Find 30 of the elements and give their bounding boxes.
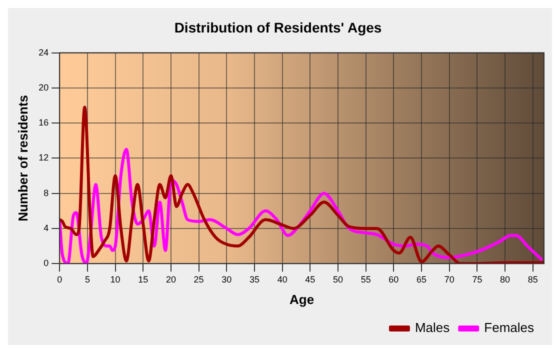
x-tick-label: 85: [528, 274, 538, 284]
y-tick-label: 12: [38, 152, 49, 163]
x-tick-label: 45: [305, 274, 316, 284]
x-tick-label: 20: [166, 274, 176, 284]
y-tick-label: 24: [38, 47, 49, 58]
x-tick-label: 30: [222, 274, 232, 284]
y-tick-label: 4: [44, 222, 49, 233]
x-tick-label: 60: [388, 274, 399, 284]
y-tick-label: 8: [44, 188, 49, 198]
x-tick-label: 0: [57, 274, 62, 284]
legend-label: Females: [484, 320, 534, 336]
y-axis-title: Number of residents: [15, 94, 30, 222]
x-tick-label: 5: [84, 274, 90, 284]
x-tick-label: 15: [138, 274, 148, 284]
x-tick-label: 75: [472, 274, 482, 284]
legend-label: Males: [414, 320, 450, 336]
y-tick-label: 0: [44, 258, 49, 268]
y-tick-label: 20: [38, 82, 49, 92]
x-tick-label: 50: [332, 274, 344, 284]
y-tick-label: 16: [38, 118, 49, 128]
x-tick-label: 70: [444, 274, 454, 284]
x-tick-label: 25: [194, 274, 204, 284]
x-tick-label: 10: [110, 274, 120, 284]
x-axis-title: Age: [290, 292, 314, 307]
chart-title: Distribution of Residents' Ages: [174, 19, 382, 36]
x-tick-label: 80: [500, 274, 510, 284]
x-tick-label: 35: [249, 274, 260, 284]
x-tick-label: 55: [360, 274, 371, 284]
x-tick-label: 40: [277, 274, 288, 284]
x-tick-label: 65: [416, 274, 427, 284]
